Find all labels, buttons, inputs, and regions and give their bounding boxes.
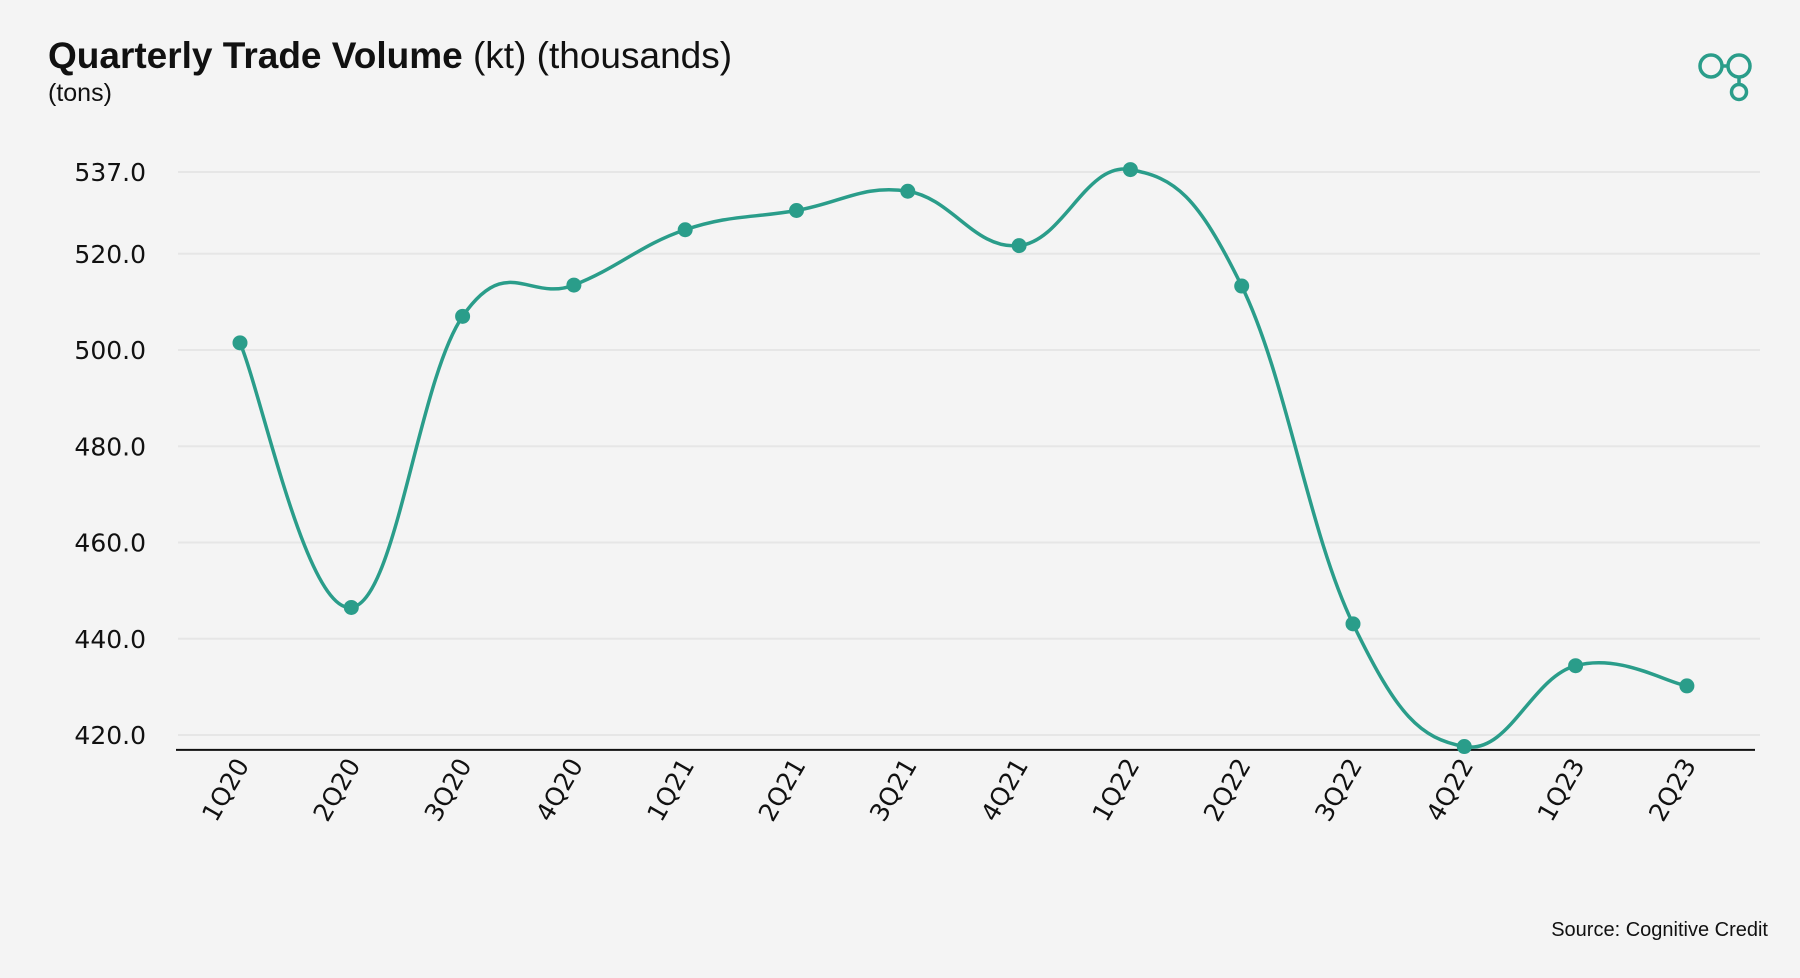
y-tick-label: 480.0 — [74, 432, 146, 461]
data-point-1Q23 — [1568, 658, 1584, 674]
data-point-2Q20 — [343, 599, 359, 615]
x-tick-label: 4Q21 — [975, 753, 1034, 826]
x-tick-label: 4Q22 — [1420, 753, 1479, 826]
data-point-2Q22 — [1234, 278, 1250, 294]
data-point-3Q20 — [455, 308, 471, 324]
y-tick-label: 500.0 — [74, 336, 146, 365]
x-tick-label: 1Q21 — [641, 753, 700, 826]
data-point-1Q21 — [677, 222, 693, 238]
data-points — [232, 162, 1695, 755]
y-tick-label: 537.0 — [74, 158, 146, 187]
chain-link-logo-icon — [1698, 53, 1752, 102]
x-tick-label: 2Q22 — [1198, 753, 1257, 826]
x-tick-label: 3Q22 — [1309, 753, 1368, 826]
chart-title-units: (kt) (thousands) — [472, 35, 733, 76]
x-tick-label: 2Q23 — [1643, 753, 1702, 826]
chart-subtitle: (tons) — [48, 79, 112, 107]
x-tick-label: 1Q23 — [1532, 753, 1591, 826]
data-point-4Q21 — [1011, 238, 1027, 254]
source-note: Source: Cognitive Credit — [1551, 919, 1768, 941]
x-tick-label: 1Q22 — [1087, 753, 1146, 826]
data-point-1Q20 — [232, 335, 248, 351]
chart-title: Quarterly Trade Volume (kt) (thousands) — [48, 32, 732, 80]
data-point-4Q22 — [1456, 739, 1472, 755]
data-point-2Q21 — [789, 202, 804, 218]
x-tick-label: 2Q21 — [753, 753, 812, 826]
x-axis-ticks: 1Q20 2Q20 3Q20 4Q20 1Q21 2Q21 3Q21 4Q21 1Q22 2Q22… — [196, 753, 1702, 826]
x-tick-label: 1Q20 — [196, 753, 255, 826]
y-tick-label: 520.0 — [74, 240, 146, 269]
y-tick-label: 440.0 — [74, 625, 146, 654]
data-point-1Q22 — [1122, 162, 1138, 178]
data-point-3Q22 — [1345, 616, 1361, 632]
data-point-4Q20 — [566, 277, 582, 293]
y-tick-label: 420.0 — [74, 721, 146, 750]
x-tick-label: 3Q20 — [419, 753, 478, 826]
x-tick-label: 4Q20 — [530, 753, 589, 826]
data-point-3Q21 — [900, 183, 916, 199]
series-line — [238, 167, 1688, 749]
gridlines — [178, 171, 1760, 736]
x-tick-label: 2Q20 — [307, 753, 366, 826]
y-tick-label: 460.0 — [74, 529, 146, 558]
chart-title-main: Quarterly Trade Volume — [48, 35, 463, 76]
x-tick-label: 3Q21 — [864, 753, 923, 826]
data-point-2Q23 — [1679, 678, 1695, 694]
y-axis-ticks: 420.0 440.0 460.0 480.0 500.0 520.0 537.0 — [74, 158, 146, 750]
